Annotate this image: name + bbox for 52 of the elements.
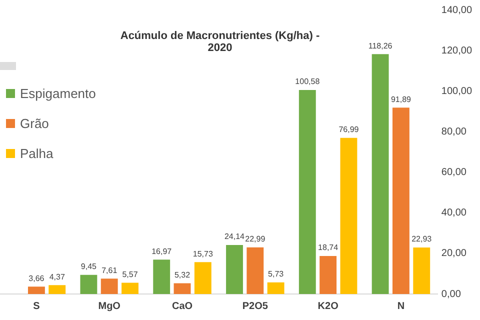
data-label: 7,61 [102,266,118,275]
x-tick-label: CaO [172,300,193,312]
y-tick-label: 80,00 [441,126,467,138]
bar [48,285,66,294]
x-tick-label: MgO [98,300,121,312]
bar [122,282,138,294]
data-label: 3,66 [28,274,45,283]
y-tick-label: 20,00 [441,248,467,260]
x-tick-label: N [397,300,405,312]
data-label: 91,89 [390,94,412,104]
x-tick-label: K2O [318,300,339,312]
bar [267,282,284,294]
bar [28,286,45,294]
bar [340,138,358,294]
y-tick-label: 120,00 [441,45,472,56]
y-tick-label: 60,00 [441,167,467,178]
bar [413,247,430,294]
data-label: 5,57 [122,270,138,279]
bar [194,262,212,294]
bar [372,54,389,294]
bar [153,260,170,294]
y-tick-label: 40,00 [441,208,467,219]
y-tick-label: 140,00 [441,4,472,16]
x-tick-label: P2O5 [242,300,268,312]
bar [80,274,98,294]
bar [320,256,337,294]
data-label: 5,73 [268,270,284,279]
data-label: 76,99 [338,125,360,134]
bar [392,108,410,294]
data-label: 22,99 [245,234,266,244]
data-label: 15,73 [192,249,214,258]
text: Acúmulo de Macronutrientes (Kg/ha) - 2020 [119,30,321,54]
bar [100,278,118,294]
data-label: 16,97 [152,246,172,256]
y-tick-label: 100,00 [441,86,472,97]
data-label: 9,45 [80,262,98,272]
bar [298,90,316,294]
data-label: 100,58 [295,77,320,86]
legend-label: Palha [20,146,54,160]
data-label: 18,74 [318,243,339,252]
x-tick-label: S [33,300,40,312]
bar [174,283,191,294]
bar [246,247,264,294]
legend-label: Espigamento [20,86,96,100]
data-label: 22,93 [412,234,432,244]
bar [226,245,243,294]
data-label: 24,14 [224,232,246,242]
data-label: 118,26 [368,41,393,50]
y-tick-label: 0,00 [441,288,462,300]
data-label: 5,32 [174,270,191,280]
legend-label: Grão [20,116,49,130]
data-label: 4,37 [49,272,66,282]
